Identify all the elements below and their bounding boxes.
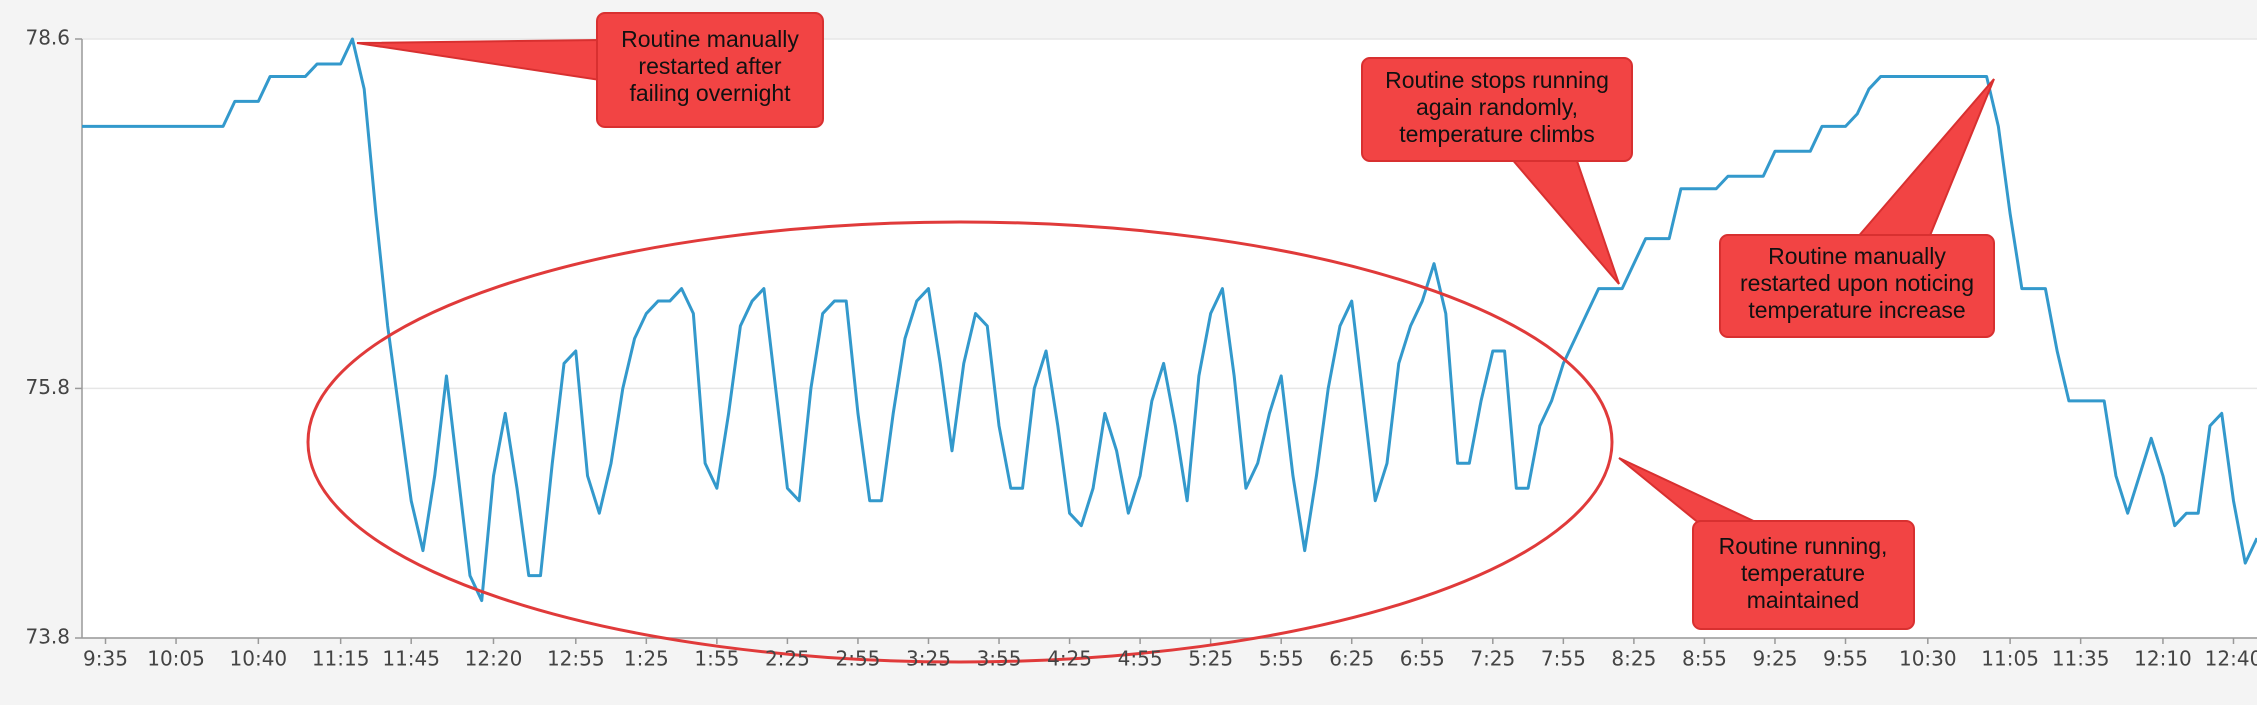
callout: Routine manually restarted after failing… [356,12,824,128]
plot-area [82,39,2257,638]
callout-text: temperature increase [1748,297,1965,323]
callout-text: restarted upon noticing [1740,270,1974,296]
x-tick-label: 12:40 [2205,647,2257,671]
x-tick-label: 11:05 [1981,647,2039,671]
x-tick-label: 3:55 [977,647,1022,671]
callout-text: failing overnight [629,80,791,106]
callout: Routine stops running again randomly, te… [1361,57,1633,285]
y-tick-label: 73.8 [25,625,70,649]
x-tick-label: 9:25 [1753,647,1798,671]
callout-box [1719,234,1995,338]
callout-box [1692,520,1915,630]
x-tick-label: 2:25 [765,647,810,671]
x-tick-label: 4:25 [1047,647,1092,671]
x-tick-label: 12:10 [2134,647,2192,671]
x-tick-label: 11:35 [2052,647,2110,671]
x-tick-label: 10:30 [1899,647,1957,671]
x-tick-label: 5:55 [1259,647,1304,671]
x-tick-label: 4:55 [1118,647,1163,671]
callout-text: again randomly, [1416,94,1578,120]
x-tick-label: 8:25 [1611,647,1656,671]
callout: Routine running, temperature maintained [1618,457,1915,630]
x-tick-label: 11:45 [382,647,440,671]
x-tick-label: 1:55 [694,647,739,671]
x-tick-label: 12:55 [547,647,605,671]
x-tick-label: 7:55 [1541,647,1586,671]
x-tick-label: 1:25 [624,647,669,671]
x-tick-label: 9:35 [83,647,128,671]
callout-text: Routine running, [1719,533,1888,559]
x-tick-label: 9:55 [1823,647,1868,671]
x-tick-label: 11:15 [312,647,370,671]
series [82,37,2257,603]
x-tick-label: 10:40 [230,647,288,671]
data-line [82,37,2257,603]
callout-text: maintained [1747,587,1860,613]
y-tick-label: 78.6 [25,26,70,50]
x-tick-label: 6:55 [1400,647,1445,671]
callout-box [596,12,824,128]
x-tick-label: 3:25 [906,647,951,671]
x-tick-label: 5:25 [1188,647,1233,671]
x-tick-label: 7:25 [1470,647,1515,671]
highlight-ellipse [306,220,1614,664]
x-tick-label: 10:05 [147,647,205,671]
x-tick-label: 12:20 [465,647,523,671]
callout-text: Routine manually [621,26,799,52]
callout: Routine manually restarted upon noticing… [1719,78,1995,338]
y-tick-label: 75.8 [25,375,70,399]
callout-text: temperature [1741,560,1865,586]
x-tick-label: 6:25 [1329,647,1374,671]
callout-box [1361,57,1633,162]
callout-text: restarted after [638,53,782,79]
callout-text: temperature climbs [1399,121,1595,147]
callout-text: Routine manually [1768,243,1946,269]
x-tick-label: 8:55 [1682,647,1727,671]
x-tick-label: 2:55 [835,647,880,671]
callout-text: Routine stops running [1385,67,1609,93]
